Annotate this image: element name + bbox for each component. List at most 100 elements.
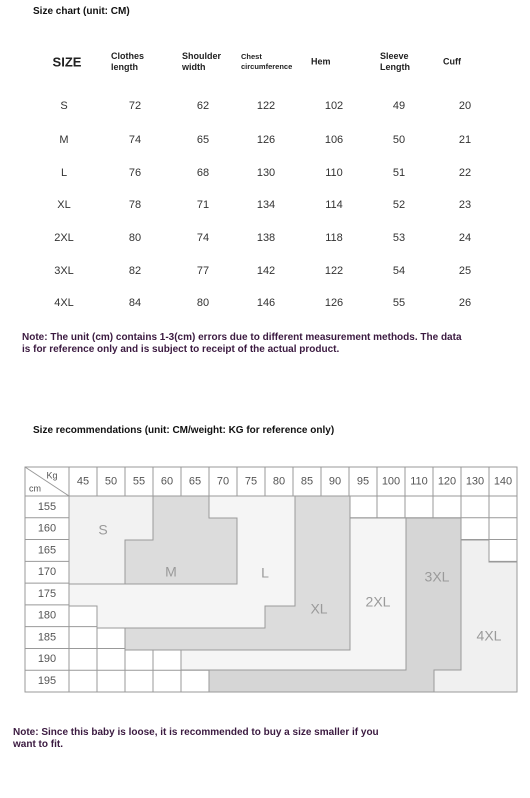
value-cell: 24 [458, 232, 472, 244]
height-label: 185 [38, 631, 56, 643]
height-label: 175 [38, 588, 56, 600]
corner-diagonal [24, 466, 70, 497]
height-label: 165 [38, 544, 56, 556]
value-cell: 126 [256, 134, 276, 146]
column-header: Clothes length [111, 51, 145, 72]
value-cell: 76 [128, 167, 142, 179]
value-cell: 72 [128, 100, 142, 112]
value-cell: 82 [128, 265, 142, 277]
weight-label: 85 [301, 475, 313, 487]
size-label: 4XL [477, 628, 502, 644]
weight-label: 130 [466, 475, 484, 487]
size-cell: XL [57, 199, 71, 211]
size-regions [68, 495, 518, 693]
value-cell: 68 [196, 167, 210, 179]
size-cell: 3XL [54, 265, 74, 277]
weight-label: 80 [273, 475, 285, 487]
weight-label: 50 [105, 475, 117, 487]
value-cell: 50 [392, 134, 406, 146]
size-label: L [261, 565, 269, 581]
column-header: Sleeve Length [380, 51, 410, 72]
size-label: 2XL [366, 594, 391, 610]
value-cell: 65 [196, 134, 210, 146]
size-cell: S [60, 100, 68, 112]
value-cell: 74 [196, 232, 210, 244]
value-cell: 78 [128, 199, 142, 211]
value-cell: 134 [256, 199, 276, 211]
note: Note: The unit (cm) contains 1-3(cm) err… [22, 332, 462, 355]
value-cell: 77 [196, 265, 210, 277]
value-cell: 138 [256, 232, 276, 244]
value-cell: 22 [458, 167, 472, 179]
weight-label: 55 [133, 475, 145, 487]
value-cell: 23 [458, 199, 472, 211]
weight-label: 45 [77, 475, 89, 487]
value-cell: 20 [458, 100, 472, 112]
weight-label: 60 [161, 475, 173, 487]
value-cell: 118 [325, 232, 343, 244]
height-label: 190 [38, 653, 56, 665]
size-label: M [165, 564, 177, 580]
value-cell: 53 [392, 232, 406, 244]
value-cell: 102 [324, 100, 344, 112]
value-cell: 55 [392, 297, 406, 309]
value-cell: 74 [128, 134, 142, 146]
value-cell: 146 [256, 297, 276, 309]
column-header: Chest circumference [241, 52, 293, 71]
column-header: SIZE [52, 54, 82, 70]
weight-label: 90 [329, 475, 341, 487]
weight-label: 70 [217, 475, 229, 487]
weight-label: 120 [438, 475, 456, 487]
height-label: 195 [38, 675, 56, 687]
value-cell: 126 [324, 297, 344, 309]
weight-label: 65 [189, 475, 201, 487]
corner-height: cm [29, 483, 41, 493]
value-cell: 52 [392, 199, 406, 211]
value-cell: 62 [196, 100, 210, 112]
weight-label: 95 [357, 475, 369, 487]
value-cell: 122 [324, 265, 344, 277]
value-cell: 110 [325, 167, 343, 179]
grid-labels: 45 50 55 60 65 70 75 80 85 90 95 100 110 120 130 140 155… [29, 470, 512, 687]
value-cell: 106 [324, 134, 344, 146]
value-cell: 142 [256, 265, 276, 277]
column-header: Hem [311, 56, 331, 67]
value-cell: 114 [325, 199, 343, 211]
value-cell: 80 [128, 232, 142, 244]
column-header: Cuff [443, 56, 461, 67]
height-label: 180 [38, 610, 56, 622]
size-cell: 2XL [54, 232, 74, 244]
value-cell: 80 [196, 297, 210, 309]
weight-label: 100 [382, 475, 400, 487]
weight-label: 110 [410, 475, 428, 487]
weight-label: 140 [494, 475, 512, 487]
value-cell: 122 [256, 100, 276, 112]
region-4xl [433, 539, 518, 693]
weight-label: 75 [245, 475, 257, 487]
value-cell: 21 [458, 134, 472, 146]
value-cell: 84 [128, 297, 142, 309]
size-cell: 4XL [54, 297, 74, 309]
size-cell: L [60, 167, 68, 179]
value-cell: 71 [196, 199, 210, 211]
height-label: 170 [38, 566, 56, 578]
height-label: 155 [38, 501, 56, 513]
corner-weight: Kg [46, 470, 57, 480]
height-label: 160 [38, 523, 56, 535]
value-cell: 54 [392, 265, 406, 277]
value-cell: 130 [256, 167, 276, 179]
size-cell: M [59, 134, 69, 146]
size-label: 3XL [425, 569, 450, 585]
size-label: XL [310, 601, 327, 617]
recommendation-title: Size recommendations (unit: CM/weight: K… [33, 425, 335, 436]
value-cell: 51 [392, 167, 406, 179]
value-cell: 49 [392, 100, 406, 112]
value-cell: 25 [458, 265, 472, 277]
title: Size chart (unit: CM) [33, 6, 130, 17]
column-header: Shoulder width [182, 51, 222, 72]
size-label: S [98, 522, 107, 538]
footnote: Note: Since this baby is loose, it is re… [13, 727, 379, 750]
value-cell: 26 [458, 297, 472, 309]
